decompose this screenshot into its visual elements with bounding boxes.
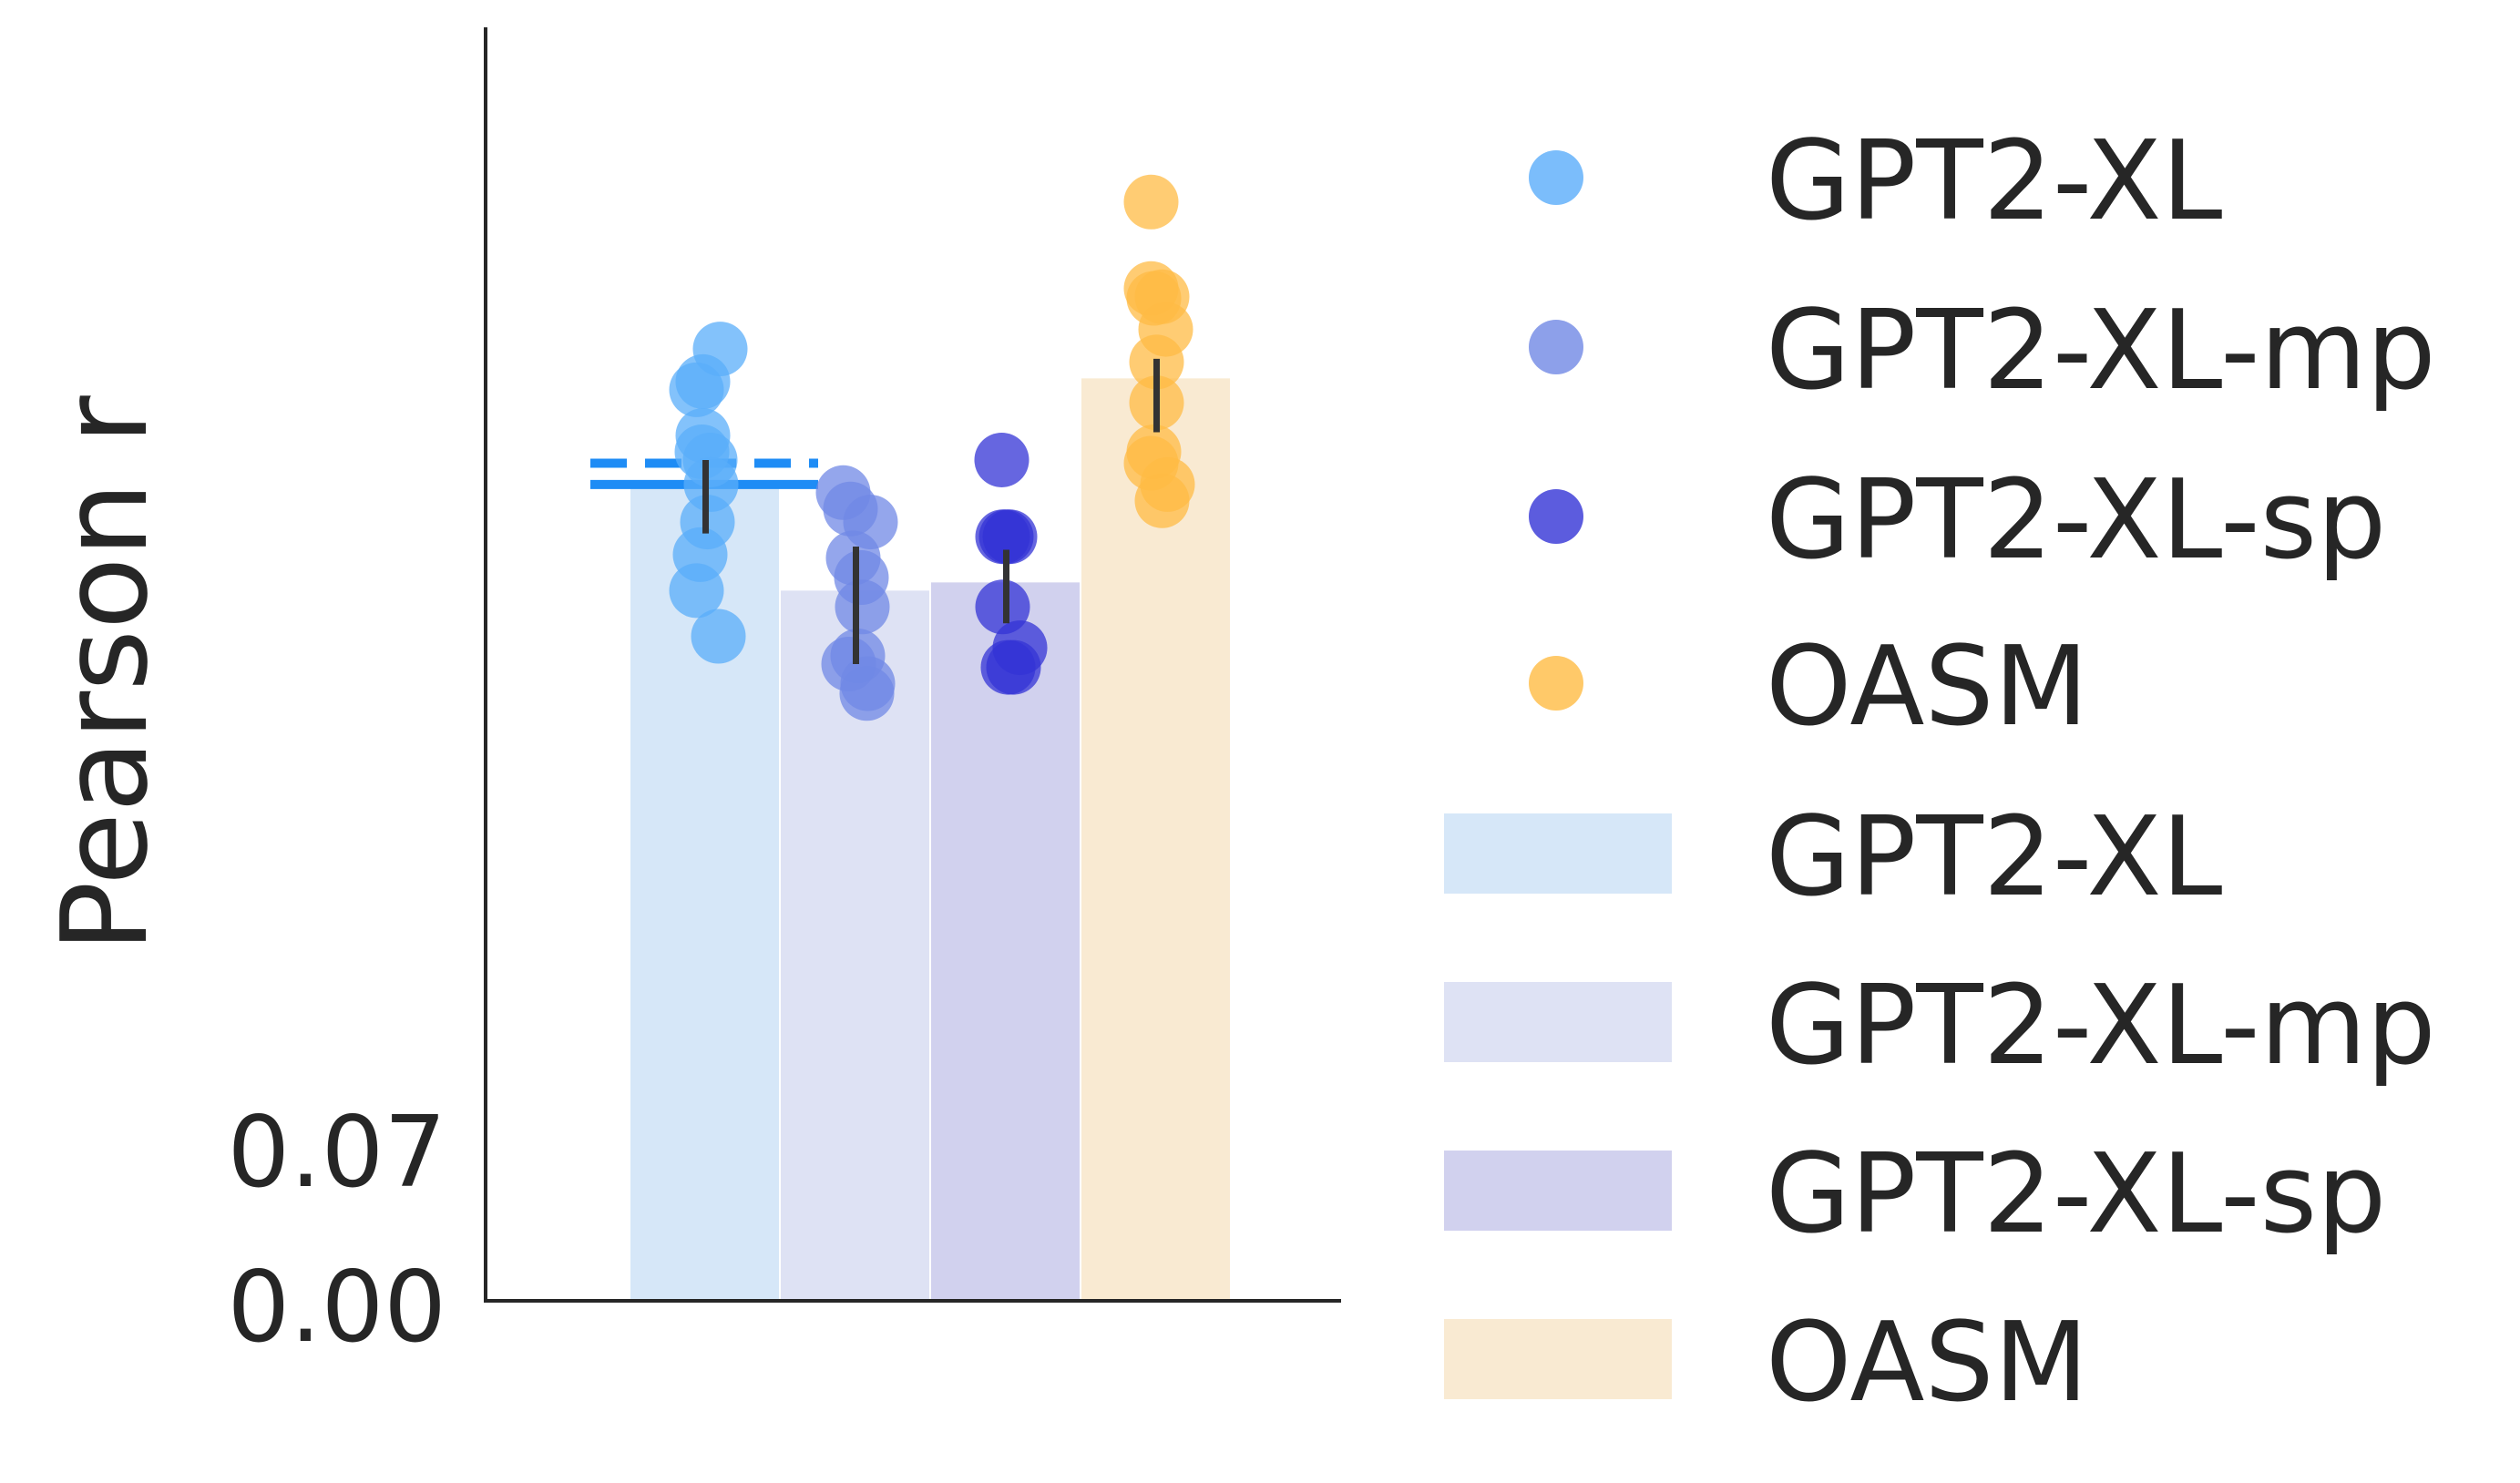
legend-bar-patch-2 <box>1444 1151 1672 1231</box>
point-2-0 <box>974 432 1030 487</box>
legend-bar-label-2: GPT2-XL-sp <box>1766 1131 2386 1258</box>
bar-3 <box>1081 378 1230 1301</box>
point-1-5 <box>835 579 890 635</box>
point-2-4 <box>975 579 1030 635</box>
y-tick-label-0: 0.00 <box>228 1251 446 1365</box>
point-0-2 <box>675 353 731 409</box>
point-3-10 <box>1134 473 1190 528</box>
legend-point-marker-2 <box>1529 489 1583 544</box>
y-axis-title: Pearson r <box>36 395 174 953</box>
legend-point-marker-1 <box>1529 320 1583 374</box>
legend: GPT2-XL GPT2-XL-mp GPT2-XL-sp OASM GPT2-… <box>1444 118 2436 1427</box>
legend-point-label-0: GPT2-XL <box>1766 118 2223 245</box>
bar-2 <box>931 582 1080 1301</box>
legend-bar-label-1: GPT2-XL-mp <box>1766 963 2436 1089</box>
point-0-9 <box>669 563 724 619</box>
legend-bar-label-3: OASM <box>1766 1300 2088 1427</box>
point-2-3 <box>978 509 1034 565</box>
point-0-10 <box>691 609 746 664</box>
legend-point-label-1: GPT2-XL-mp <box>1766 288 2436 414</box>
legend-bar-patch-3 <box>1444 1319 1672 1399</box>
legend-point-marker-0 <box>1529 150 1583 205</box>
legend-bar-patch-1 <box>1444 982 1672 1062</box>
legend-bar-label-0: GPT2-XL <box>1766 794 2223 921</box>
legend-point-label-2: GPT2-XL-sp <box>1766 457 2386 584</box>
point-1-9 <box>839 666 895 721</box>
legend-point-marker-3 <box>1529 656 1583 711</box>
point-2-7 <box>986 639 1041 695</box>
legend-point-label-3: OASM <box>1766 624 2088 751</box>
y-tick-label-1: 0.07 <box>228 1096 446 1210</box>
legend-bar-patch-0 <box>1444 813 1672 894</box>
point-3-0 <box>1123 174 1179 230</box>
